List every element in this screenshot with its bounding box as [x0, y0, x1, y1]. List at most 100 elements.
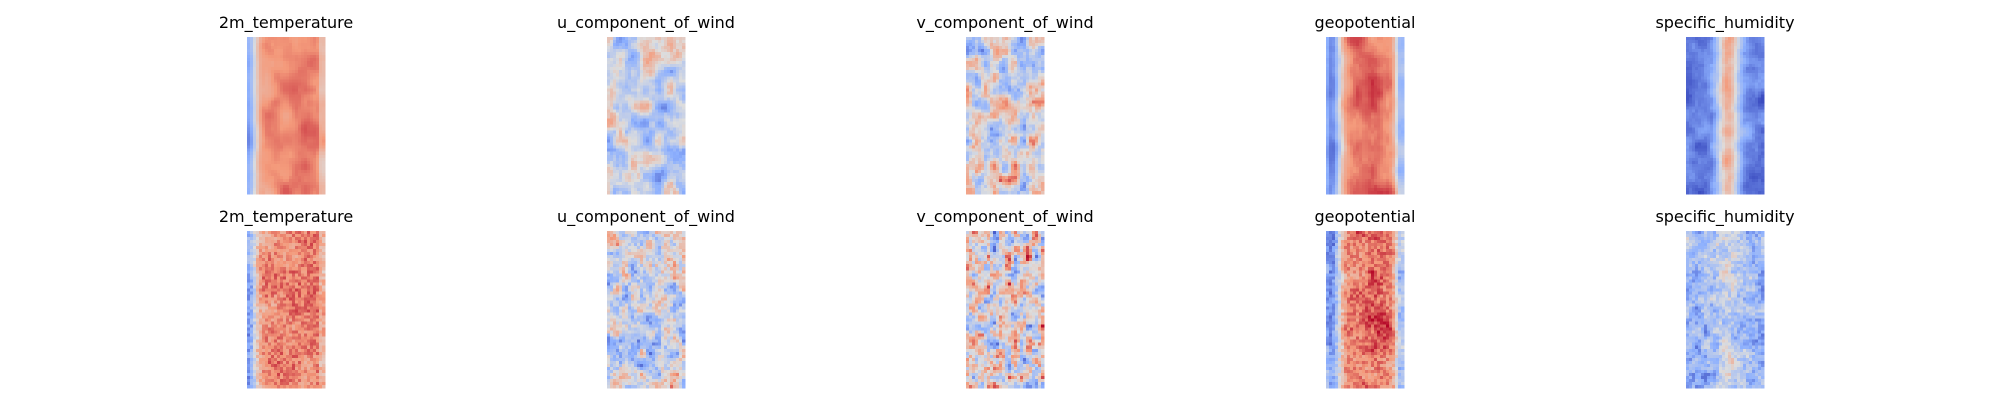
heatmap-cell: [679, 121, 683, 125]
heatmap-cell: [1035, 70, 1039, 74]
heatmap-cell: [607, 130, 611, 135]
heatmap-cell: [628, 88, 632, 92]
heatmap-cell: [966, 127, 970, 131]
heatmap-cell: [256, 70, 260, 74]
heatmap-cell: [316, 175, 320, 180]
heatmap-cell: [298, 64, 302, 68]
heatmap-cell: [316, 55, 320, 59]
heatmap-cell: [274, 157, 278, 162]
heatmap-cell: [975, 43, 979, 47]
heatmap-cell: [271, 154, 275, 159]
heatmap-cell: [271, 160, 275, 165]
heatmap-cell: [978, 43, 982, 47]
heatmap-cell: [301, 40, 305, 44]
heatmap-cell: [1347, 55, 1351, 59]
heatmap-cell: [1356, 139, 1360, 144]
heatmap-cell: [1371, 103, 1375, 107]
heatmap-cell: [1029, 49, 1033, 53]
heatmap-cell: [634, 85, 638, 89]
heatmap-cell: [667, 127, 671, 131]
heatmap-cell: [622, 109, 626, 113]
heatmap-cell: [634, 97, 638, 101]
heatmap-cell: [265, 172, 269, 177]
heatmap-cell: [1014, 112, 1018, 116]
heatmap-cell: [1344, 139, 1348, 144]
heatmap-cell: [652, 127, 656, 131]
heatmap-cell: [661, 91, 665, 95]
heatmap-cell: [625, 178, 629, 183]
heatmap-cell: [322, 73, 326, 77]
heatmap-cell: [637, 166, 641, 171]
heatmap-cell: [667, 148, 671, 153]
heatmap-cell: [622, 145, 626, 150]
heatmap-cell: [283, 145, 287, 150]
heatmap-cell: [1041, 163, 1045, 168]
heatmap-cell: [298, 190, 302, 195]
heatmap-cell: [298, 136, 302, 141]
heatmap-panel-0-3: geopotential: [1315, 13, 1416, 195]
heatmap-cell: [676, 67, 680, 71]
heatmap-cell: [643, 85, 647, 89]
heatmap-cell: [268, 88, 272, 92]
heatmap-cell: [646, 49, 650, 53]
heatmap-cell: [262, 151, 266, 156]
heatmap-cell: [1041, 91, 1045, 95]
heatmap-cell: [966, 133, 970, 138]
heatmap-cell: [1383, 130, 1387, 135]
heatmap-cell: [966, 115, 970, 119]
heatmap-cell: [1335, 127, 1339, 131]
heatmap-cell: [322, 82, 326, 86]
heatmap-cell: [1392, 73, 1396, 77]
heatmap-cell: [1008, 181, 1012, 186]
heatmap-cell: [256, 154, 260, 159]
heatmap-cell: [1386, 58, 1390, 62]
heatmap-cell: [322, 139, 326, 144]
heatmap-cell: [310, 97, 314, 101]
heatmap-cell: [304, 61, 308, 65]
heatmap-cell: [676, 118, 680, 122]
heatmap-cell: [1038, 121, 1042, 125]
heatmap-cell: [1002, 73, 1006, 77]
heatmap-cell: [1011, 79, 1015, 83]
heatmap-cell: [1356, 115, 1360, 119]
heatmap-cell: [1401, 118, 1405, 122]
heatmap-cell: [1341, 82, 1345, 86]
heatmap-cell: [999, 49, 1003, 53]
heatmap-cell: [1008, 100, 1012, 104]
heatmap-cell: [628, 91, 632, 95]
heatmap-cell: [310, 67, 314, 71]
heatmap-cell: [322, 106, 326, 110]
heatmap-cell: [286, 175, 290, 180]
heatmap-cell: [1347, 127, 1351, 131]
heatmap-cell: [259, 127, 263, 131]
heatmap-cell: [981, 187, 985, 192]
heatmap-cell: [301, 100, 305, 104]
heatmap-cell: [655, 67, 659, 71]
heatmap-cell: [1401, 76, 1405, 80]
heatmap-cell: [1338, 121, 1342, 125]
heatmap-cell: [1374, 64, 1378, 68]
heatmap-cell: [975, 49, 979, 53]
heatmap-cell: [292, 175, 296, 180]
heatmap-cell: [1350, 124, 1354, 128]
heatmap-cell: [256, 109, 260, 113]
heatmap-cell: [1395, 133, 1399, 138]
heatmap-cell: [984, 142, 988, 147]
heatmap-cell: [1038, 91, 1042, 95]
heatmap-cell: [1368, 82, 1372, 86]
heatmap-cell: [996, 64, 1000, 68]
heatmap-cell: [966, 181, 970, 186]
panel-title: geopotential: [1315, 13, 1416, 32]
heatmap-cell: [313, 88, 317, 92]
heatmap-cell: [643, 145, 647, 150]
heatmap-cell: [990, 112, 994, 116]
heatmap-cell: [637, 100, 641, 104]
heatmap-cell: [268, 112, 272, 116]
heatmap-cell: [975, 115, 979, 119]
heatmap-cell: [610, 70, 614, 74]
heatmap-cell: [631, 91, 635, 95]
heatmap-cell: [1401, 127, 1405, 131]
heatmap-cell: [1347, 139, 1351, 144]
heatmap-cell: [307, 67, 311, 71]
heatmap-cell: [999, 154, 1003, 159]
